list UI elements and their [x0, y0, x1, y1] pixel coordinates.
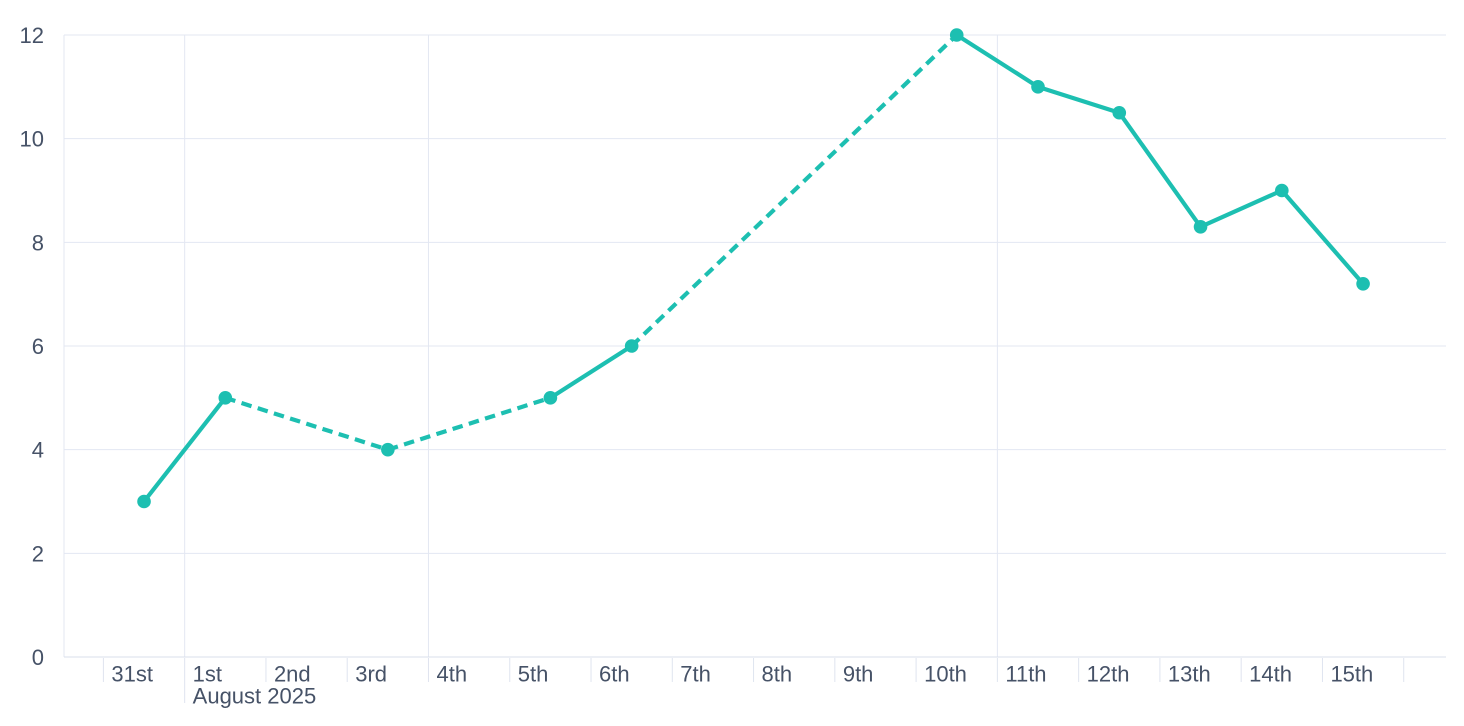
series-segment	[548, 343, 634, 400]
series-segment	[1117, 110, 1203, 229]
series-segment	[954, 32, 1041, 89]
data-point-marker[interactable]	[1031, 80, 1045, 94]
series-segment	[1279, 188, 1366, 286]
x-axis-label: 12th	[1087, 662, 1130, 687]
x-axis-label: 11th	[1005, 662, 1046, 687]
y-axis-label: 6	[32, 334, 44, 359]
y-axis-label: 10	[20, 127, 44, 152]
x-axis-label: 8th	[762, 662, 793, 687]
data-point-marker[interactable]	[949, 28, 964, 42]
x-axis-label: 10th	[924, 662, 967, 687]
y-axis-label: 4	[32, 438, 44, 463]
data-point-marker[interactable]	[1112, 105, 1127, 120]
series-segment	[1198, 188, 1284, 229]
y-axis-label: 2	[32, 541, 44, 566]
data-point-marker[interactable]	[543, 391, 558, 405]
x-axis-label: 2nd	[274, 662, 311, 687]
x-axis-label: 1st	[193, 662, 222, 687]
x-axis-label: 9th	[843, 662, 874, 687]
x-axis-label: 3rd	[355, 662, 387, 687]
x-axis-label: 5th	[518, 662, 549, 687]
data-point-marker[interactable]	[1193, 219, 1208, 234]
x-axis-label: 7th	[680, 662, 711, 687]
x-axis-label: 4th	[436, 662, 467, 687]
data-point-marker[interactable]	[1356, 277, 1370, 291]
x-axis-label: 14th	[1249, 662, 1292, 687]
x-axis-label: 6th	[599, 662, 630, 687]
x-axis-label: 15th	[1330, 662, 1373, 687]
data-point-marker[interactable]	[218, 391, 233, 405]
x-axis-month-label: August 2025	[193, 684, 317, 709]
series-segment	[1035, 84, 1122, 115]
data-point-marker[interactable]	[381, 442, 395, 457]
data-point-marker[interactable]	[137, 494, 151, 509]
y-axis-label: 8	[32, 230, 44, 255]
data-point-marker[interactable]	[1275, 183, 1289, 198]
series-segment-dashed	[224, 395, 389, 452]
y-axis-label: 0	[32, 645, 44, 670]
series-segment-dashed	[387, 395, 552, 452]
x-axis-label: 13th	[1168, 662, 1211, 687]
series-segment	[141, 395, 228, 504]
x-axis-label: 31st	[111, 662, 153, 687]
y-axis-label: 12	[20, 23, 44, 48]
series-segment-dashed	[630, 33, 959, 348]
data-point-marker[interactable]	[624, 339, 639, 353]
